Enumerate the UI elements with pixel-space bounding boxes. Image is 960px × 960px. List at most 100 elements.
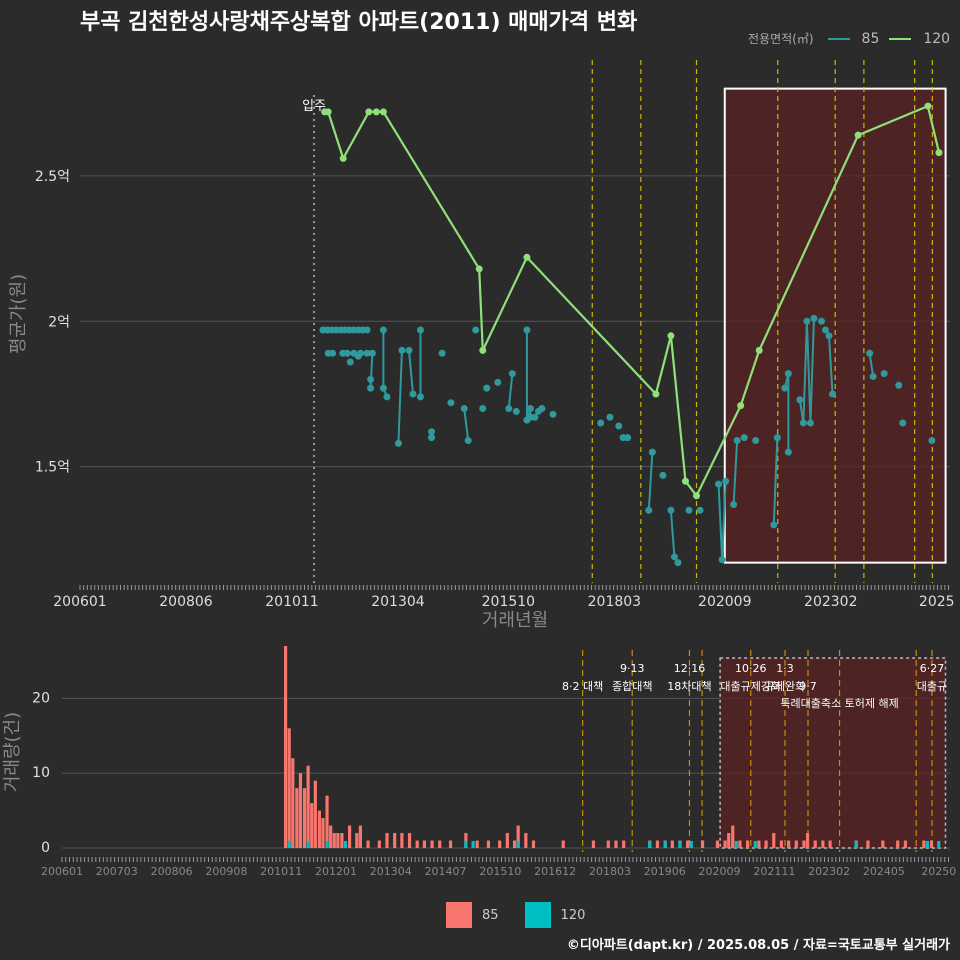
series-point-85	[329, 349, 337, 357]
top-x-tick-label: 200601	[53, 594, 106, 610]
bar-85	[731, 825, 735, 848]
top-x-tick-label: 202009	[698, 594, 751, 610]
series-point-85	[363, 326, 371, 334]
bar-120	[937, 841, 941, 848]
bottom-x-tick-label: 202302	[808, 865, 850, 878]
bar-85	[903, 840, 907, 848]
series-point-85	[383, 393, 391, 401]
series-point-85	[659, 471, 667, 479]
series-point-85	[895, 381, 903, 389]
series-point-120	[339, 154, 347, 162]
bottom-x-tick-label: 202405	[863, 865, 905, 878]
bar-85	[310, 803, 314, 848]
bar-120	[306, 841, 310, 848]
series-point-85	[438, 349, 446, 357]
series-point-85	[817, 317, 825, 325]
bar-85	[772, 833, 776, 848]
series-point-85	[825, 332, 833, 340]
bar-85	[531, 840, 536, 848]
top-y-tick-label: 2억	[48, 314, 70, 330]
policy-annotation: 18차대책	[667, 680, 711, 693]
policy-annotation: 규제완화	[765, 680, 805, 693]
top-y-tick-label: 1.5억	[35, 460, 70, 476]
series-point-85	[483, 384, 491, 392]
bar-85	[302, 788, 307, 848]
bar-85	[291, 758, 295, 848]
series-point-85	[409, 390, 417, 398]
series-point-85	[615, 422, 623, 430]
bar-85	[757, 840, 761, 848]
series-point-120	[523, 253, 531, 261]
bottom-x-tick-label: 201407	[425, 865, 467, 878]
top-x-tick-label: 201011	[265, 594, 318, 610]
bar-85	[287, 728, 291, 848]
legend-swatch-120	[889, 37, 912, 40]
series-point-85	[773, 434, 781, 442]
series-point-85	[880, 370, 888, 378]
bar-85	[723, 840, 727, 848]
series-point-85	[722, 477, 730, 485]
series-point-120	[681, 477, 689, 485]
bar-85	[347, 825, 352, 848]
series-point-85	[505, 405, 513, 413]
series-point-85	[512, 407, 520, 415]
bar-85	[422, 840, 427, 848]
series-point-85	[379, 326, 387, 334]
series-point-85	[472, 326, 480, 334]
series-point-85	[460, 405, 468, 413]
bar-120	[343, 841, 348, 848]
bar-85	[340, 833, 344, 848]
bar-85	[336, 833, 340, 848]
series-point-120	[667, 332, 675, 340]
bottom-highlight-box	[719, 657, 947, 849]
series-point-85	[379, 384, 387, 392]
series-point-85	[343, 349, 351, 357]
bar-85	[738, 840, 742, 848]
series-line-120	[324, 104, 941, 498]
series-point-85	[398, 346, 406, 354]
bar-85	[295, 788, 299, 848]
series-point-85	[624, 434, 632, 442]
series-point-85	[354, 352, 362, 360]
series-point-85	[869, 373, 877, 381]
bar-120	[689, 841, 693, 848]
top-x-tick-label: 202302	[804, 594, 857, 610]
bar-85	[764, 840, 768, 848]
series-point-85	[494, 378, 502, 386]
bottom-x-tick-label: 200806	[151, 865, 193, 878]
top-x-tick-label: 201304	[371, 594, 425, 610]
bar-85	[377, 840, 381, 848]
series-point-85	[796, 396, 804, 404]
series-point-85	[538, 405, 546, 413]
series-point-85	[928, 437, 936, 445]
series-point-85	[597, 419, 605, 427]
legend-box-85	[446, 902, 472, 928]
bar-85	[929, 840, 934, 848]
series-point-85	[730, 500, 738, 508]
bar-85	[325, 795, 329, 848]
policy-annotation: 6·27	[920, 662, 945, 675]
bar-85	[430, 840, 434, 848]
bottom-x-tick-label: 200601	[41, 865, 83, 878]
series-point-85	[829, 390, 837, 398]
bar-85	[329, 825, 333, 848]
legend-top: 전용면적(㎡) 85 120	[748, 30, 950, 47]
series-point-85	[685, 506, 693, 514]
bottom-x-tick-label: 201803	[589, 865, 631, 878]
series-point-120	[365, 108, 373, 116]
series-point-120	[372, 108, 380, 116]
top-x-tick-label: 201510	[482, 594, 535, 610]
bar-120	[854, 841, 858, 848]
legend-bottom: 85 120	[446, 902, 585, 928]
bar-120	[678, 841, 682, 848]
bar-120	[516, 841, 520, 848]
bar-85	[400, 833, 404, 848]
series-point-120	[693, 492, 701, 500]
series-point-120	[924, 102, 932, 110]
bar-85	[727, 833, 731, 848]
bar-85	[821, 840, 825, 848]
series-segment-85	[805, 321, 812, 424]
series-point-85	[447, 399, 455, 407]
bottom-x-tick-label: 201011	[260, 865, 302, 878]
series-segment-85	[717, 484, 724, 560]
